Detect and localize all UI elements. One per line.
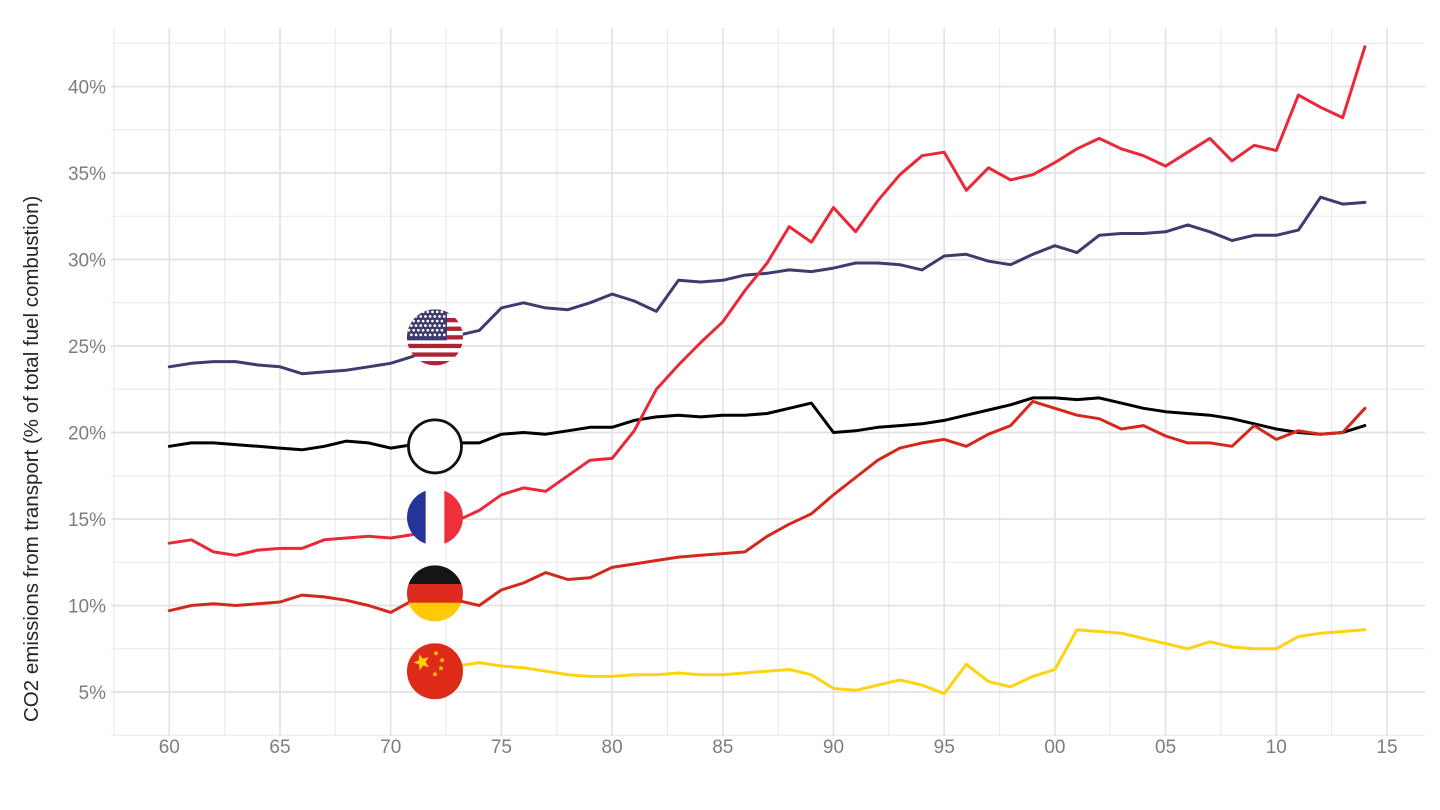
france-flag-icon [406,489,463,546]
line-united-states [167,195,1367,376]
y-axis-title: CO2 emissions from transport (% of total… [20,196,43,722]
x-tick-label: 10 [1266,737,1287,758]
x-tick-label: 85 [712,737,733,758]
x-tick-label: 60 [159,737,180,758]
y-tick-label: 25% [68,337,106,358]
china-flag-icon [406,643,463,700]
x-tick-label: 90 [823,737,844,758]
us-flag-icon [406,309,463,366]
x-tick-label: 95 [934,737,955,758]
line-china [411,628,1367,696]
y-tick-label: 35% [68,164,106,185]
major-gridlines [111,28,1425,736]
y-tick-label: 30% [68,251,106,272]
x-tick-label: 05 [1155,737,1176,758]
data-series-lines [167,45,1367,696]
axis-tick-labels: 60 65 70 75 80 85 90 95 00 05 10 15 5% 10% 15% 20% 25% 30… [68,78,1398,759]
y-tick-label: 15% [68,510,106,531]
y-tick-label: 40% [68,78,106,99]
x-tick-label: 75 [491,737,512,758]
line-france [167,45,1367,557]
x-tick-label: 65 [269,737,290,758]
y-tick-label: 5% [79,683,107,704]
x-tick-label: 80 [602,737,623,758]
x-tick-label: 15 [1376,737,1397,758]
x-tick-label: 00 [1044,737,1065,758]
line-germany [167,399,1367,614]
y-tick-label: 20% [68,424,106,445]
minor-gridlines [111,28,1425,736]
germany-flag-icon [406,565,463,622]
x-tick-label: 70 [380,737,401,758]
series-flag-markers [406,309,463,700]
line-world [167,396,1367,452]
globe-icon [407,418,463,475]
y-tick-label: 10% [68,597,106,618]
